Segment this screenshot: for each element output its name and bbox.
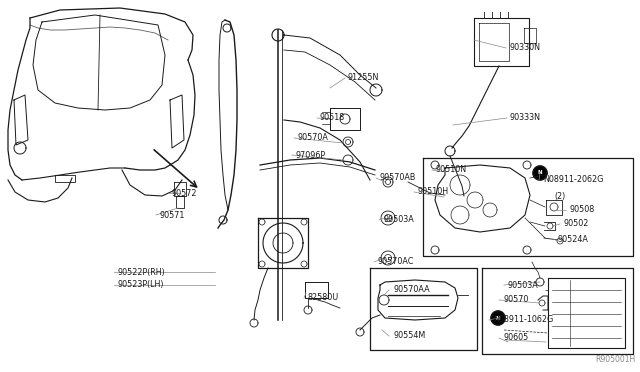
Text: 90570AA: 90570AA <box>393 285 429 295</box>
Text: 97096P: 97096P <box>295 151 325 160</box>
Text: 90570A: 90570A <box>298 134 329 142</box>
Text: 90333N: 90333N <box>510 113 541 122</box>
Text: R905001H: R905001H <box>596 355 636 364</box>
Text: 91255N: 91255N <box>348 74 380 83</box>
Text: 90518: 90518 <box>320 113 345 122</box>
Text: (2): (2) <box>554 192 565 201</box>
Text: 90503A: 90503A <box>383 215 413 224</box>
Text: N: N <box>496 315 500 321</box>
Text: 90572: 90572 <box>172 189 198 198</box>
Text: 90524A: 90524A <box>557 234 588 244</box>
Text: 90508: 90508 <box>570 205 595 215</box>
Text: 82580U: 82580U <box>308 294 339 302</box>
Text: 90330N: 90330N <box>510 44 541 52</box>
Text: 90503A: 90503A <box>508 280 539 289</box>
Text: 90510H: 90510H <box>418 187 449 196</box>
Text: N: N <box>538 170 542 176</box>
Text: 90570AB: 90570AB <box>380 173 417 183</box>
Text: 90522P(RH): 90522P(RH) <box>118 267 166 276</box>
Text: 90570AC: 90570AC <box>378 257 414 266</box>
Text: 90605: 90605 <box>503 334 528 343</box>
Polygon shape <box>491 311 505 325</box>
Text: N08911-2062G: N08911-2062G <box>543 176 604 185</box>
Text: N08911-1062G: N08911-1062G <box>493 315 553 324</box>
Text: 90570: 90570 <box>503 295 529 305</box>
Text: 90502: 90502 <box>564 219 589 228</box>
Text: 90554M: 90554M <box>393 331 425 340</box>
Text: 90571: 90571 <box>160 211 186 219</box>
Text: 90510N: 90510N <box>435 166 466 174</box>
Polygon shape <box>533 166 547 180</box>
Text: 90523P(LH): 90523P(LH) <box>118 280 164 289</box>
